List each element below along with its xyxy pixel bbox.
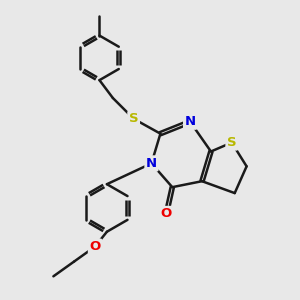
Text: N: N (146, 157, 157, 170)
Text: O: O (89, 240, 100, 253)
Text: O: O (161, 207, 172, 220)
Text: S: S (129, 112, 139, 125)
Text: N: N (184, 115, 196, 128)
Text: S: S (227, 136, 236, 149)
